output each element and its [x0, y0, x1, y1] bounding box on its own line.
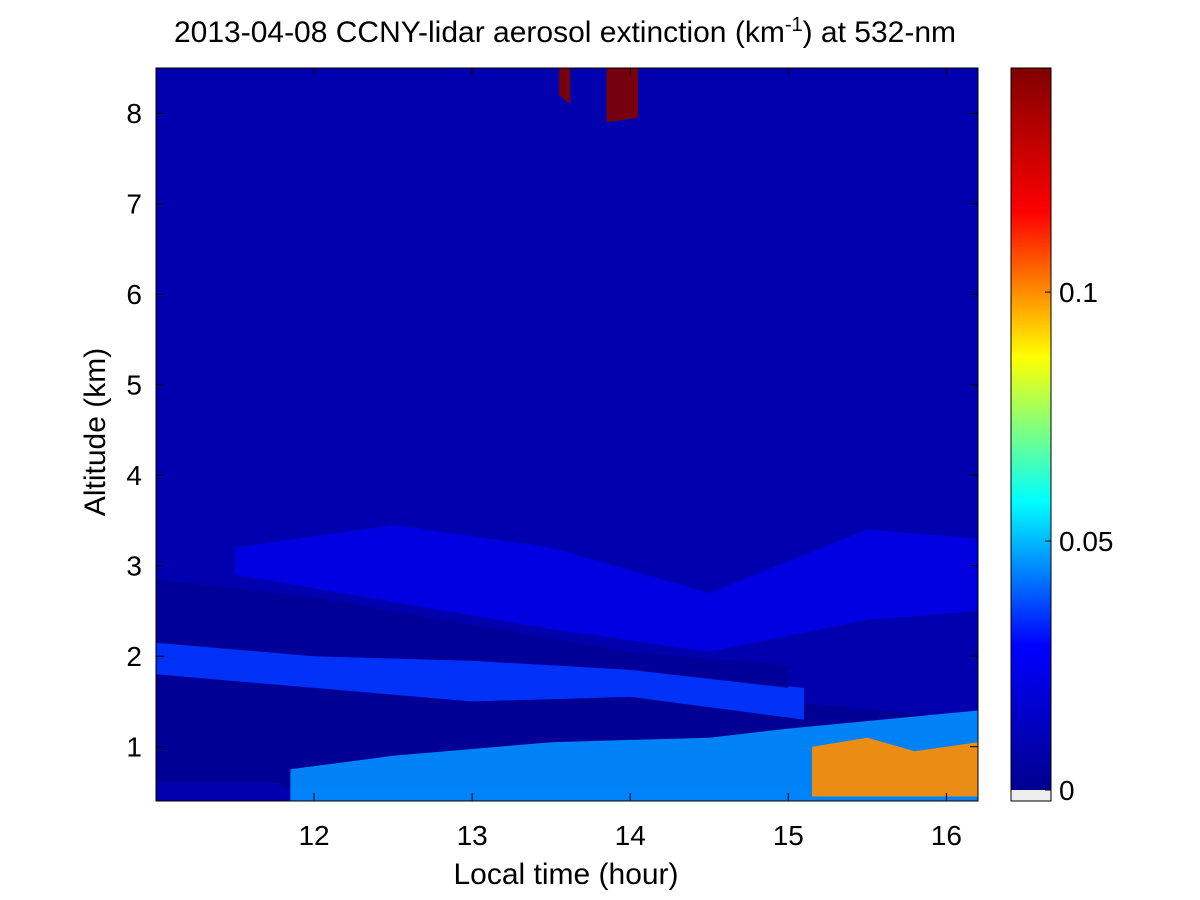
feature-aerosol-layer-near-2-km: aerosol layer near 2 km [156, 642, 805, 720]
x-tick-label: 13 [457, 820, 488, 851]
colorbar: 0 0.05 0.1 [1010, 67, 1114, 806]
feature-dense-aerosol-near-surface: dense aerosol near surface [812, 737, 978, 797]
aerosol-features: lower clean layeraerosol layer near 2 km… [156, 68, 978, 801]
colorbar-ticks: 0 0.05 0.1 [1045, 277, 1114, 806]
chart-title: 2013-04-08 CCNY-lidar aerosol extinction… [174, 14, 956, 49]
feature-cirrus-cloud: cirrus cloud [606, 68, 639, 123]
x-tick-label: 14 [615, 820, 646, 851]
x-tick-label: 15 [773, 820, 804, 851]
plot-area: lower clean layeraerosol layer near 2 km… [126, 67, 979, 851]
x-axis-ticks: 12 13 14 15 16 [298, 68, 962, 851]
feature-boundary-layer-aerosol: boundary layer aerosol [290, 710, 978, 801]
y-tick-label: 1 [126, 732, 142, 763]
x-tick-label: 16 [931, 820, 962, 851]
feature-thin-cirrus: thin cirrus [559, 68, 571, 105]
y-tick-label: 3 [126, 551, 142, 582]
feature-clean-layer-2-2-8-km: clean layer 2-2.8 km [156, 579, 789, 688]
colorbar-tick-label: 0.1 [1059, 277, 1098, 308]
colorbar-gradient [1011, 68, 1051, 790]
plot-frame [155, 67, 979, 802]
y-tick-label: 2 [126, 641, 142, 672]
y-axis-ticks: 1 2 3 4 5 6 7 8 [126, 98, 978, 763]
colorbar-tick-label: 0 [1059, 775, 1075, 806]
x-tick-label: 12 [298, 820, 329, 851]
y-tick-label: 4 [126, 460, 142, 491]
x-axis-label: Local time (hour) [453, 858, 678, 891]
y-tick-label: 7 [126, 189, 142, 220]
y-tick-label: 6 [126, 279, 142, 310]
feature-residual-layer-2-5-3-3-km: residual layer 2.5-3.3 km [235, 525, 978, 652]
colorbar-tick-label: 0.05 [1059, 526, 1114, 557]
y-axis-label: Altitude (km) [79, 348, 112, 516]
colorbar-nodata [1011, 790, 1051, 801]
y-tick-label: 8 [126, 98, 142, 129]
colorbar-frame [1010, 67, 1052, 802]
y-tick-label: 5 [126, 370, 142, 401]
